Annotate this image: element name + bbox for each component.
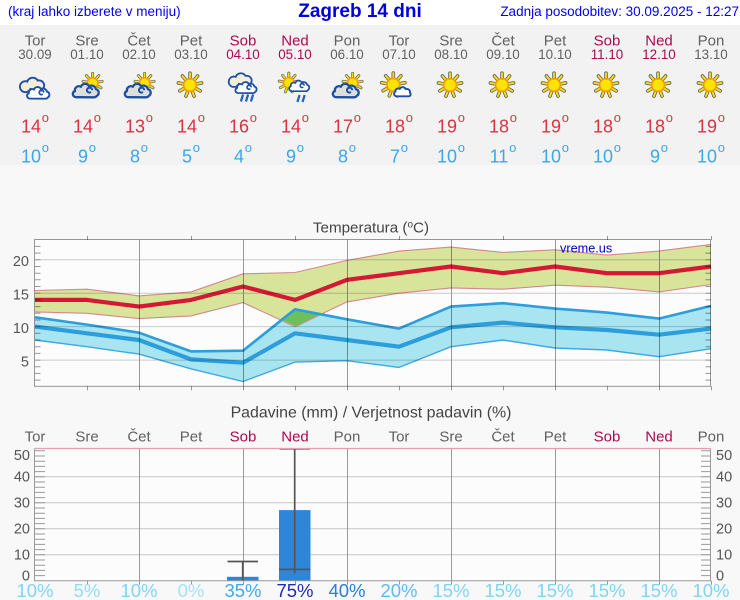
svg-text:Sob: Sob	[594, 33, 621, 50]
svg-text:15%: 15%	[484, 580, 521, 600]
svg-text:Tor: Tor	[25, 33, 46, 50]
svg-text:15%: 15%	[588, 580, 625, 600]
svg-text:Čet: Čet	[127, 33, 151, 50]
svg-text:30: 30	[716, 496, 732, 512]
svg-text:Zadnja posodobitev: 30.09.2025: Zadnja posodobitev: 30.09.2025 - 12:27	[500, 4, 739, 19]
svg-text:Sob: Sob	[230, 429, 257, 446]
svg-text:(kraj lahko izberete v meniju): (kraj lahko izberete v meniju)	[8, 4, 181, 19]
svg-text:15%: 15%	[432, 580, 469, 600]
svg-text:04.10: 04.10	[226, 47, 260, 62]
svg-text:Tor: Tor	[389, 429, 410, 446]
svg-text:Ned: Ned	[281, 33, 309, 50]
svg-text:35%: 35%	[224, 580, 261, 600]
svg-text:10: 10	[13, 321, 29, 337]
svg-text:Pet: Pet	[180, 429, 203, 446]
svg-text:12.10: 12.10	[642, 47, 676, 62]
svg-text:07.10: 07.10	[382, 47, 416, 62]
svg-text:01.10: 01.10	[70, 47, 104, 62]
svg-text:Pet: Pet	[544, 429, 567, 446]
svg-text:10: 10	[716, 548, 732, 564]
svg-text:09.10: 09.10	[486, 47, 520, 62]
svg-text:Pon: Pon	[334, 429, 361, 446]
svg-text:Sre: Sre	[75, 429, 98, 446]
svg-text:75%: 75%	[276, 580, 313, 600]
svg-text:40%: 40%	[328, 580, 365, 600]
svg-text:Pon: Pon	[698, 429, 725, 446]
svg-text:5: 5	[21, 354, 29, 370]
svg-text:10%: 10%	[16, 580, 53, 600]
svg-text:06.10: 06.10	[330, 47, 364, 62]
svg-text:Tor: Tor	[25, 429, 46, 446]
svg-text:10%: 10%	[120, 580, 157, 600]
svg-text:Sre: Sre	[439, 33, 462, 50]
svg-text:Zagreb 14 dni: Zagreb 14 dni	[298, 1, 422, 22]
svg-text:Sre: Sre	[439, 429, 462, 446]
svg-text:08.10: 08.10	[434, 47, 468, 62]
svg-text:0: 0	[716, 568, 724, 584]
svg-text:Čet: Čet	[127, 429, 151, 446]
svg-text:Ned: Ned	[645, 429, 673, 446]
svg-text:0%: 0%	[178, 580, 205, 600]
svg-text:40: 40	[14, 470, 30, 486]
svg-text:15: 15	[13, 287, 29, 303]
svg-text:Pet: Pet	[544, 33, 567, 50]
svg-text:vreme.us: vreme.us	[560, 242, 612, 256]
svg-text:05.10: 05.10	[278, 47, 312, 62]
svg-text:Pon: Pon	[334, 33, 361, 50]
svg-text:Sob: Sob	[594, 429, 621, 446]
svg-text:10.10: 10.10	[538, 47, 572, 62]
svg-text:02.10: 02.10	[122, 47, 156, 62]
svg-text:5%: 5%	[74, 580, 101, 600]
svg-text:Sre: Sre	[75, 33, 98, 50]
svg-text:20: 20	[14, 522, 30, 538]
svg-text:30: 30	[14, 496, 30, 512]
svg-text:15%: 15%	[536, 580, 573, 600]
svg-text:Padavine (mm) / Verjetnost pad: Padavine (mm) / Verjetnost padavin (%)	[231, 404, 512, 421]
svg-text:20: 20	[716, 522, 732, 538]
svg-text:10%: 10%	[692, 580, 729, 600]
svg-text:10: 10	[14, 548, 30, 564]
svg-text:Ned: Ned	[645, 33, 673, 50]
svg-text:20%: 20%	[380, 580, 417, 600]
svg-text:0: 0	[22, 568, 30, 584]
svg-text:Temperatura (oC): Temperatura (oC)	[313, 220, 429, 237]
svg-text:15%: 15%	[640, 580, 677, 600]
svg-text:03.10: 03.10	[174, 47, 208, 62]
svg-text:20: 20	[13, 254, 29, 270]
svg-text:40: 40	[716, 470, 732, 486]
svg-text:13.10: 13.10	[694, 47, 728, 62]
svg-text:Tor: Tor	[389, 33, 410, 50]
svg-text:Čet: Čet	[491, 429, 515, 446]
svg-text:Sob: Sob	[230, 33, 257, 50]
svg-text:11.10: 11.10	[591, 47, 624, 62]
svg-text:50: 50	[14, 448, 30, 464]
svg-text:Ned: Ned	[281, 429, 309, 446]
svg-text:30.09: 30.09	[18, 47, 52, 62]
svg-text:Čet: Čet	[491, 33, 515, 50]
svg-text:50: 50	[716, 448, 732, 464]
svg-text:Pet: Pet	[180, 33, 203, 50]
svg-text:Pon: Pon	[698, 33, 725, 50]
